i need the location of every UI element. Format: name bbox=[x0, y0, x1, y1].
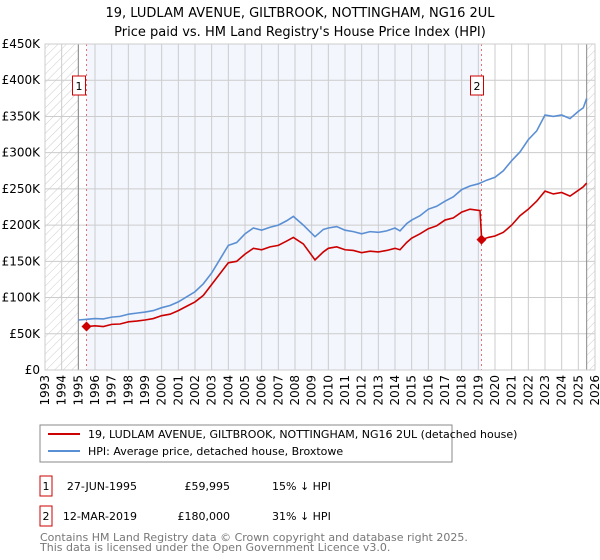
x-tick-label: 2006 bbox=[255, 375, 269, 406]
legend-box bbox=[39, 424, 453, 463]
sale-marker-label: 2 bbox=[474, 80, 481, 93]
x-tick-label: 2004 bbox=[221, 375, 235, 406]
sale-number: 2 bbox=[43, 510, 50, 523]
x-tick-label: 1994 bbox=[55, 375, 69, 406]
y-tick-label: £50K bbox=[9, 327, 41, 341]
plot-border bbox=[44, 43, 596, 371]
sale-hpi-diff: 15% ↓ HPI bbox=[272, 480, 331, 493]
x-tick-label: 2017 bbox=[438, 375, 452, 406]
sale-marker-box bbox=[470, 75, 484, 96]
x-tick-label: 2009 bbox=[305, 375, 319, 406]
x-tick-label: 2003 bbox=[205, 375, 219, 406]
x-tick-label: 1996 bbox=[88, 375, 102, 406]
ownership-shade bbox=[86, 44, 482, 370]
x-tick-label: 2014 bbox=[388, 375, 402, 406]
x-tick-label: 2016 bbox=[421, 375, 435, 406]
footer-copyright: Contains HM Land Registry data © Crown c… bbox=[40, 531, 468, 544]
x-tick-label: 2020 bbox=[488, 375, 502, 406]
legend-label-property: 19, LUDLAM AVENUE, GILTBROOK, NOTTINGHAM… bbox=[88, 428, 517, 441]
x-tick-label: 2013 bbox=[371, 375, 385, 406]
x-tick-label: 2022 bbox=[521, 375, 535, 406]
x-tick-label: 2000 bbox=[155, 375, 169, 406]
y-tick-label: £200K bbox=[2, 218, 42, 232]
y-tick-label: £100K bbox=[2, 291, 42, 305]
x-tick-label: 2026 bbox=[588, 375, 600, 406]
x-tick-label: 2019 bbox=[471, 375, 485, 406]
y-tick-label: £400K bbox=[2, 73, 42, 87]
sale-marker-box bbox=[39, 475, 53, 497]
x-tick-label: 1995 bbox=[71, 375, 85, 406]
x-tick-label: 2001 bbox=[171, 375, 185, 406]
x-tick-label: 2008 bbox=[288, 375, 302, 406]
x-tick-label: 2002 bbox=[188, 375, 202, 406]
x-tick-label: 2023 bbox=[538, 375, 552, 406]
sale-point bbox=[81, 321, 92, 332]
y-tick-label: £350K bbox=[2, 109, 42, 123]
x-tick-label: 1997 bbox=[105, 375, 119, 406]
hpi-series-line bbox=[78, 98, 588, 321]
sales-table-row: 1 27-JUN-1995 £59,995 15% ↓ HPI bbox=[39, 475, 331, 497]
sale-price: £180,000 bbox=[178, 510, 231, 523]
chart-title: 19, LUDLAM AVENUE, GILTBROOK, NOTTINGHAM… bbox=[106, 6, 496, 21]
sale-marker-box bbox=[39, 505, 53, 527]
sale-date: 12-MAR-2019 bbox=[63, 510, 137, 523]
no-data-hatch-right bbox=[586, 44, 595, 370]
x-tick-label: 1998 bbox=[121, 375, 135, 406]
sale-point bbox=[476, 234, 487, 245]
footer-licence: This data is licensed under the Open Gov… bbox=[39, 541, 390, 554]
x-tick-label: 2025 bbox=[571, 375, 585, 406]
x-tick-label: 2010 bbox=[321, 375, 335, 406]
legend-label-hpi: HPI: Average price, detached house, Brox… bbox=[88, 445, 343, 458]
x-tick-label: 2024 bbox=[555, 375, 569, 406]
sale-marker-label: 1 bbox=[76, 80, 83, 93]
y-tick-label: £150K bbox=[2, 254, 42, 268]
chart-subtitle: Price paid vs. HM Land Registry's House … bbox=[114, 25, 486, 40]
sale-marker-box bbox=[72, 75, 86, 96]
x-tick-label: 2018 bbox=[455, 375, 469, 406]
x-tick-label: 2021 bbox=[505, 375, 519, 406]
sales-table-row: 2 12-MAR-2019 £180,000 31% ↓ HPI bbox=[39, 505, 331, 527]
sale-date: 27-JUN-1995 bbox=[67, 480, 137, 493]
y-tick-label: £250K bbox=[2, 182, 42, 196]
sale-hpi-diff: 31% ↓ HPI bbox=[272, 510, 331, 523]
property-series-line bbox=[86, 182, 588, 328]
y-tick-label: £300K bbox=[2, 146, 42, 160]
sale-price: £59,995 bbox=[185, 480, 231, 493]
x-tick-label: 2005 bbox=[238, 375, 252, 406]
x-tick-label: 2015 bbox=[405, 375, 419, 406]
x-tick-label: 2011 bbox=[338, 375, 352, 406]
y-tick-label: £450K bbox=[2, 37, 42, 51]
y-tick-label: £0 bbox=[25, 363, 40, 377]
x-tick-label: 2007 bbox=[271, 375, 285, 406]
x-tick-label: 1999 bbox=[138, 375, 152, 406]
x-tick-label: 2012 bbox=[355, 375, 369, 406]
sale-number: 1 bbox=[43, 480, 50, 493]
x-tick-label: 1993 bbox=[38, 375, 52, 406]
